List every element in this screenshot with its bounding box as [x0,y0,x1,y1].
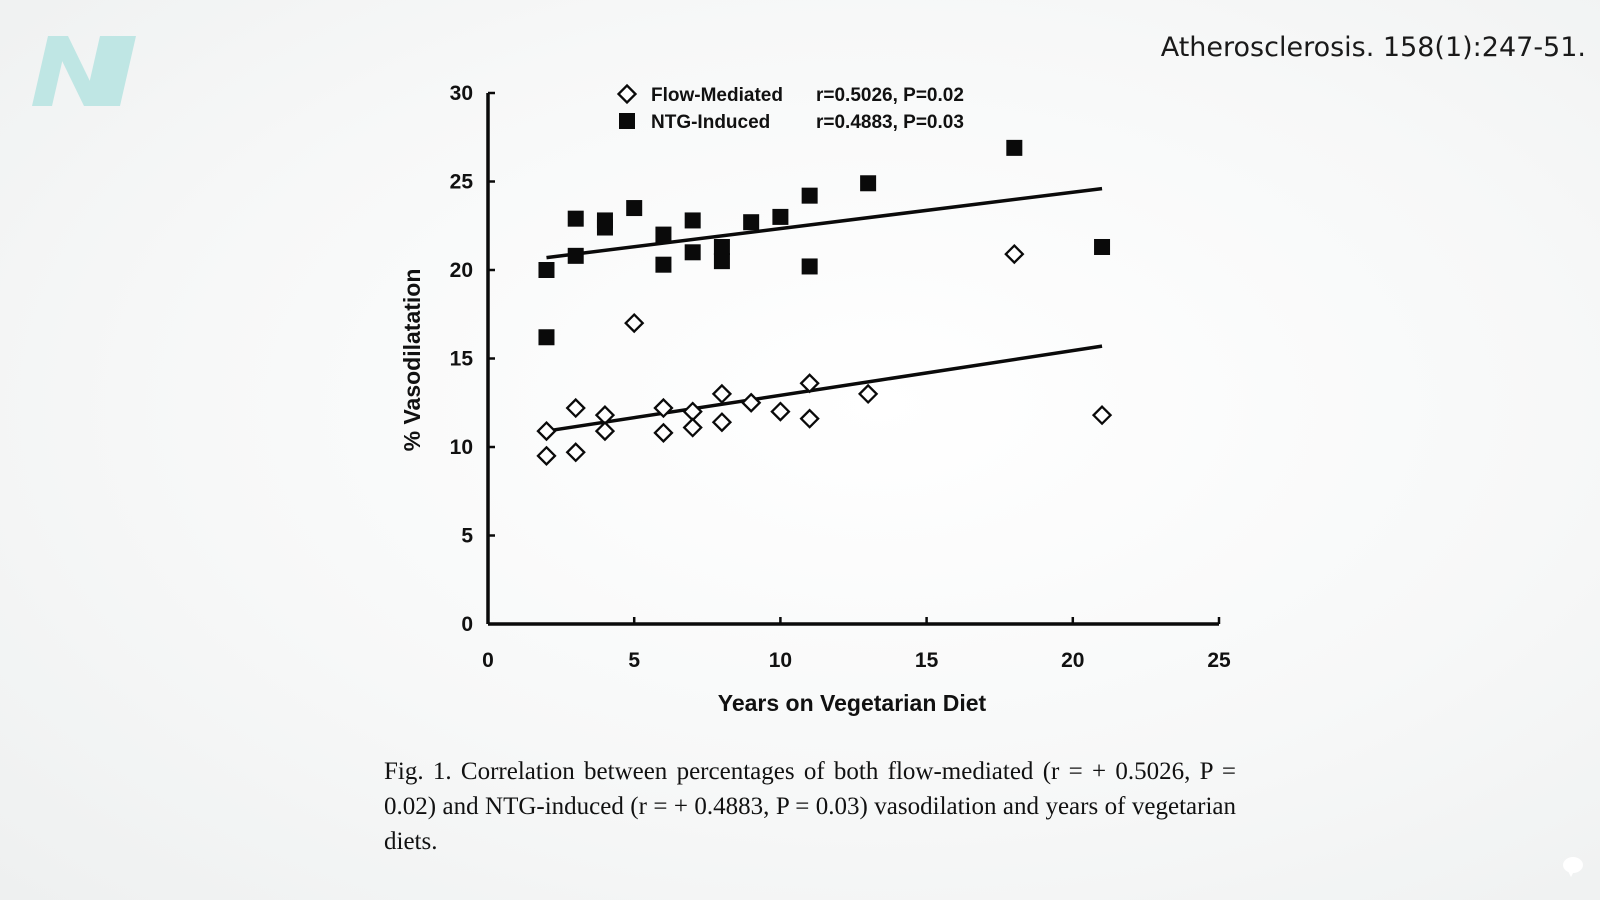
x-tick-label: 20 [1061,649,1084,672]
y-tick-label: 25 [450,171,474,194]
flow-mediated-point [565,397,586,419]
x-tick-label: 10 [769,649,792,672]
flow-mediated-point [536,445,557,466]
y-tick-label: 20 [450,259,473,282]
ntg-induced-point [567,210,584,227]
x-tick-label: 15 [915,649,939,672]
flow-mediated-point [682,417,703,438]
ntg-induced-point [743,214,760,231]
ntg-induced-point [626,200,643,217]
x-tick-label: 0 [482,649,494,672]
legend-marker [616,83,638,105]
logo-right-stroke [84,36,136,106]
y-axis-label: % Vasodilatation [399,269,425,452]
figure-caption: Fig. 1. Correlation between percentages … [384,758,1236,855]
legend-series-name: NTG-Induced [651,112,770,133]
data-points [536,139,1113,466]
flow-mediated-point [711,412,733,433]
flow-mediated-point [624,312,645,334]
ntg-induced-point [713,238,730,255]
ntg-induced-point [538,262,555,278]
ntg-induced-point [655,256,672,273]
ntg-induced-point [801,258,818,275]
legend-marker [619,113,635,129]
legend-stat: r=0.4883, P=0.03 [816,112,964,133]
flow-mediated-point [1091,405,1113,426]
trend-line-flow-mediated [546,344,1103,433]
ntg-induced-point [1006,139,1023,156]
flow-mediated-point [653,397,674,419]
ntg-induced-point [1094,238,1111,255]
ntg-induced-point [713,253,730,270]
legend-series-name: Flow-Mediated [651,85,783,106]
y-tick-label: 15 [450,348,474,371]
x-tick-label: 5 [628,649,640,672]
ntg-induced-point [684,244,701,261]
x-axis-label: Years on Vegetarian Diet [718,690,987,716]
legend-stat: r=0.5026, P=0.02 [816,85,964,106]
flow-mediated-point [711,383,733,405]
speech-bubble-icon [1563,857,1583,877]
flow-mediated-point [799,408,820,429]
citation-text: Atherosclerosis. 158(1):247-51. [1160,32,1586,63]
trend-lines [546,186,1103,433]
ntg-induced-point [860,175,877,192]
flow-mediated-point [1004,243,1025,265]
ntg-induced-point [772,208,789,225]
flow-mediated-point [536,420,557,442]
logo-icon [32,36,136,106]
flow-mediated-point [799,373,820,394]
scatter-chart: 0 5 10 15 20 25 0 5 10 15 20 25 30 Flow-Mediated r=0.… [399,82,1231,716]
flow-mediated-point [594,420,616,442]
chart-ticks: 0 5 10 15 20 25 0 5 10 15 20 25 30 [450,82,1231,672]
y-tick-label: 5 [461,525,473,548]
flow-mediated-point [653,422,674,443]
flow-mediated-point [857,383,879,405]
flow-mediated-point [565,442,586,463]
ntg-induced-point [801,187,818,204]
ntg-induced-point [655,226,672,243]
flow-mediated-point [741,392,762,413]
y-tick-label: 0 [461,613,473,636]
x-tick-label: 25 [1207,649,1231,672]
flow-mediated-point [770,401,791,422]
y-tick-label: 30 [450,82,473,105]
y-tick-label: 10 [450,436,473,459]
ntg-induced-point [567,247,584,264]
ntg-induced-point [684,212,701,229]
ntg-induced-point [596,219,613,236]
ntg-induced-point [538,329,555,346]
chart-axes [486,93,1219,626]
chart-legend: Flow-Mediated r=0.5026, P=0.02 NTG-Induced… [616,83,964,133]
trend-line-ntg-induced [546,186,1103,260]
